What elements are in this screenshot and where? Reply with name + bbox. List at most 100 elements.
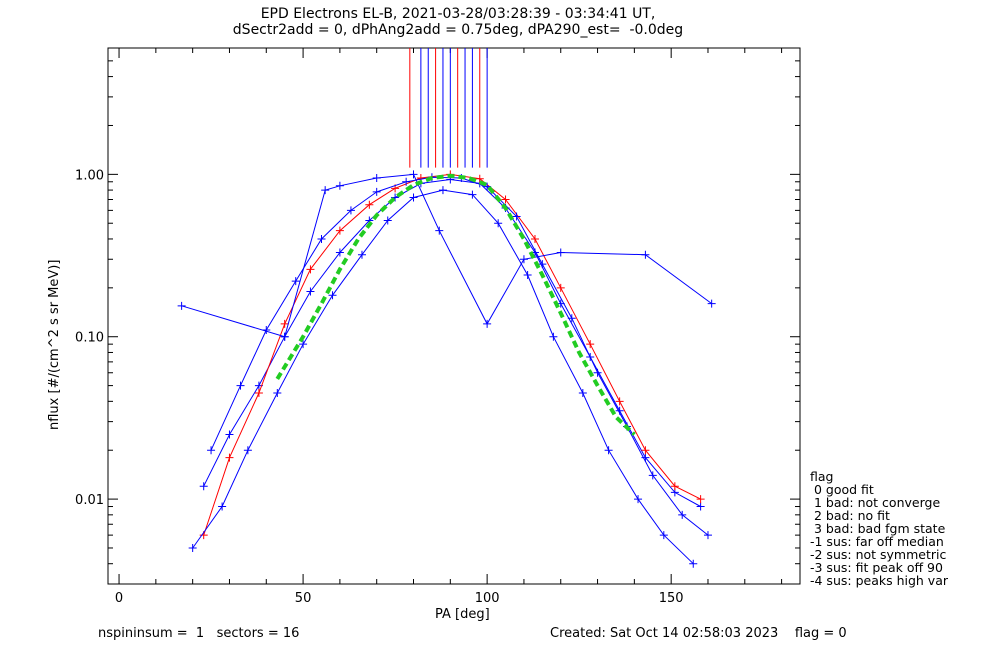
data-point (641, 250, 650, 259)
data-point (556, 248, 565, 257)
data-point (328, 291, 337, 300)
data-point (306, 287, 315, 296)
data-point (468, 190, 477, 199)
x-tick-label: 50 (295, 591, 312, 606)
data-point (678, 510, 687, 519)
data-point (357, 250, 366, 259)
data-point (188, 543, 197, 552)
legend-item: 3 bad: bad fgm state (810, 521, 946, 536)
data-point (262, 326, 271, 335)
data-point (523, 270, 532, 279)
data-point (243, 446, 252, 455)
series-line (210, 176, 709, 536)
data-point (346, 206, 355, 215)
footer-created-info: Created: Sat Oct 14 02:58:03 2023 flag =… (550, 626, 847, 641)
data-point (670, 482, 679, 491)
data-point (586, 340, 595, 349)
data-point (254, 389, 263, 398)
y-tick-label: 1.00 (75, 168, 104, 183)
data-point (648, 471, 657, 480)
data-point (475, 174, 484, 183)
fit-curve (275, 173, 636, 436)
data-point (483, 182, 492, 191)
data-point (299, 340, 308, 349)
data-point (556, 283, 565, 292)
data-point (696, 502, 705, 511)
legend-item: -2 sus: not symmetric (810, 547, 947, 562)
data-point (372, 187, 381, 196)
data-point (409, 193, 418, 202)
data-point (273, 389, 282, 398)
data-point (218, 502, 227, 511)
legend-item: -1 sus: far off median (810, 534, 944, 549)
data-point (199, 482, 208, 491)
x-tick-label: 0 (115, 591, 123, 606)
footer-spin-info: nspininsum = 1 sectors = 16 (98, 626, 300, 641)
chart-title-line-2: dSectr2add = 0, dPhAng2add = 0.75deg, dP… (232, 22, 684, 38)
tick-labels: 0 50 100 150 0.01 0.10 1.00 (75, 168, 684, 606)
data-point (538, 260, 547, 269)
legend-item: -4 sus: peaks high var (810, 573, 949, 588)
data-point (306, 265, 315, 274)
data-point (372, 173, 381, 182)
axis-ticks (108, 47, 800, 585)
data-point (501, 195, 510, 204)
data-point (236, 381, 245, 390)
data-point (512, 212, 521, 221)
legend-item: 1 bad: not converge (810, 495, 941, 510)
legend-item: 0 good fit (810, 482, 874, 497)
data-point (225, 453, 234, 462)
y-axis-label: nflux [#/(cm^2 s sr MeV)] (47, 260, 62, 430)
data-point (207, 446, 216, 455)
data-point (225, 430, 234, 439)
data-point (634, 495, 643, 504)
data-point (494, 219, 503, 228)
data-point (383, 216, 392, 225)
data-point (435, 226, 444, 235)
data-point (593, 368, 602, 377)
legend-item: -3 sus: fit peak off 90 (810, 560, 943, 575)
data-point (707, 299, 716, 308)
data-point (291, 277, 300, 286)
legend-item: 2 bad: no fit (810, 508, 890, 523)
data-marks (177, 48, 716, 568)
data-point (317, 234, 326, 243)
data-point (438, 186, 447, 195)
series-line (192, 189, 694, 565)
series-line (203, 173, 701, 536)
y-tick-label: 0.01 (75, 493, 104, 508)
data-point (321, 186, 330, 195)
data-point (483, 319, 492, 328)
legend-title: flag (810, 469, 834, 484)
data-point (689, 559, 698, 568)
data-point (567, 314, 576, 323)
plot-frame (107, 47, 801, 585)
data-point (335, 248, 344, 257)
data-point (402, 177, 411, 186)
data-point (409, 170, 418, 179)
chart-title-line-1: EPD Electrons EL-B, 2021-03-28/03:28:39 … (260, 6, 656, 22)
data-point (280, 332, 289, 341)
y-tick-label: 0.10 (75, 331, 104, 346)
x-axis-label: PA [deg] (435, 607, 490, 622)
data-point (696, 495, 705, 504)
data-point (578, 389, 587, 398)
data-point (703, 531, 712, 540)
x-tick-label: 100 (475, 591, 500, 606)
x-tick-label: 150 (659, 591, 684, 606)
data-point (365, 200, 374, 209)
data-point (549, 332, 558, 341)
data-point (530, 234, 539, 243)
series-line (181, 173, 712, 338)
series-line (203, 178, 701, 507)
flag-legend: flag 0 good fit 1 bad: not converge 2 ba… (810, 470, 948, 587)
data-point (604, 446, 613, 455)
data-point (335, 226, 344, 235)
data-point (335, 181, 344, 190)
data-point (615, 397, 624, 406)
data-point (519, 255, 528, 264)
data-point (177, 301, 186, 310)
data-point (641, 446, 650, 455)
data-point (280, 319, 289, 328)
